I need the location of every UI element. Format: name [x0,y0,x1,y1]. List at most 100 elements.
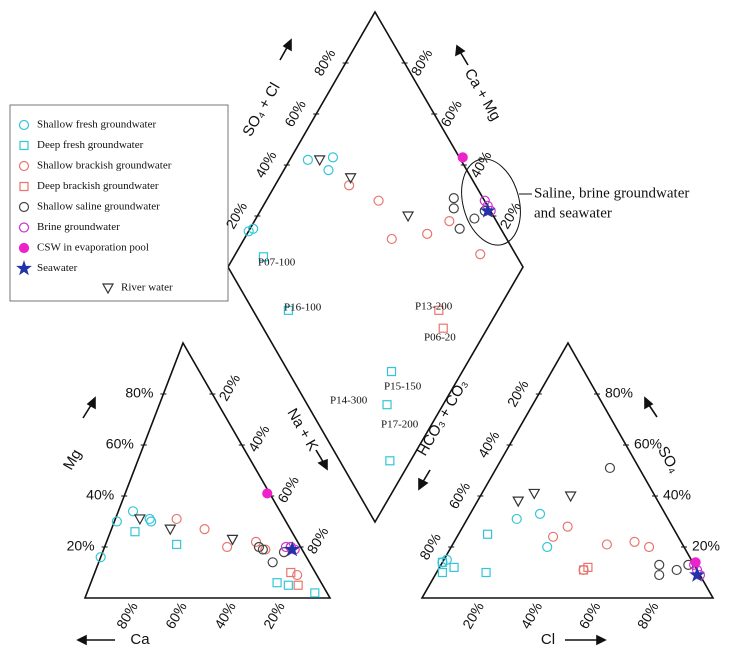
data-point [654,569,665,581]
tick-label: 20% [692,538,720,554]
data-point [629,536,640,548]
tick-label: 80% [416,530,444,562]
legend-marker [18,119,30,131]
axis-label: Ca [130,631,150,648]
data-point [144,513,155,525]
data-point [542,541,553,553]
annotation: Saline, brine groundwater [534,185,689,201]
series: River water [101,155,577,546]
cation-triangle [83,341,332,599]
data-point [310,588,320,598]
data-point [164,524,177,536]
data-point [133,514,146,526]
data-point [344,173,357,184]
diamond [227,10,524,524]
data-point [434,305,444,315]
point-label: P15-150 [384,381,422,393]
data-point [578,565,589,575]
data-point [479,195,490,206]
data-point [172,539,182,550]
point-label: P07-100 [258,257,296,269]
arrow-head [418,477,429,491]
data-point [283,305,293,315]
arrow-head [596,634,607,646]
legend-marker [19,181,29,192]
data-point [469,213,480,224]
point-label: P17-200 [381,419,419,431]
tick-label: 80% [125,385,153,401]
tick-label: 20% [215,371,243,403]
axis-label: Ca + Mg [461,66,504,124]
legend-marker [18,242,30,254]
data-point [302,154,313,165]
tick-label: 60% [162,599,190,631]
data-point [272,578,282,588]
tick-label: 80% [634,599,662,631]
legend-label: Deep brackish groundwater [37,180,159,192]
axis-arrows [76,38,658,646]
anion-triangle [420,341,715,599]
arrow-head [76,634,87,646]
data-point [313,155,326,167]
data-point [534,508,546,519]
data-point [344,180,355,191]
data-point [528,488,541,500]
data-point [564,491,577,503]
tick-label: 60% [576,599,604,631]
data-point [422,228,433,239]
data-point [130,527,140,537]
data-point [448,193,459,204]
legend-label: Brine groundwater [37,221,120,233]
data-point [286,567,296,578]
data-point [284,541,301,557]
data-point [512,496,525,508]
data-point [171,513,182,525]
data-point [293,580,303,590]
legend-label: Deep fresh groundwater [37,139,144,151]
data-point [260,544,271,555]
tick-label: 20% [260,599,288,631]
series: Deep fresh groundwater [19,139,493,598]
data-point [604,462,616,474]
axis-label: HCO₃ + CO₃ [414,377,471,459]
data-point [146,516,157,527]
tick-label: 40% [245,422,273,454]
data-point [437,557,448,567]
data-point [250,536,262,548]
tick-label: 40% [86,487,114,503]
arrow-head [86,396,96,410]
data-point [323,165,334,176]
axis-label: SO₄ [654,443,683,476]
data-point [438,323,448,333]
annotation: and seawater [534,205,612,221]
legend-box [9,104,229,302]
frames [83,10,715,599]
data-point [449,562,459,573]
tick-label: 60% [437,97,465,129]
point-label: P06-20 [424,332,456,344]
data-point [199,524,210,535]
data-point [437,567,448,578]
data-point [262,488,273,499]
data-point [327,152,339,163]
data-point [402,211,415,223]
data-point [385,456,395,466]
data-point [95,552,106,563]
data-point [654,559,665,570]
arrow-head [282,38,292,52]
data-point [448,203,459,214]
data-point [454,223,465,234]
tick-label: 60% [106,436,134,452]
legend-marker [18,222,30,233]
tick-label: 20% [67,538,95,554]
data-point [481,567,491,578]
legend-marker [16,260,32,276]
data-point [258,252,269,262]
point-label: P16-100 [284,302,322,314]
tick-label: 80% [304,524,332,556]
data-point [511,513,522,525]
series: Deep brackish groundwater [19,180,593,590]
data-point [226,534,239,546]
legend-marker [101,283,115,295]
